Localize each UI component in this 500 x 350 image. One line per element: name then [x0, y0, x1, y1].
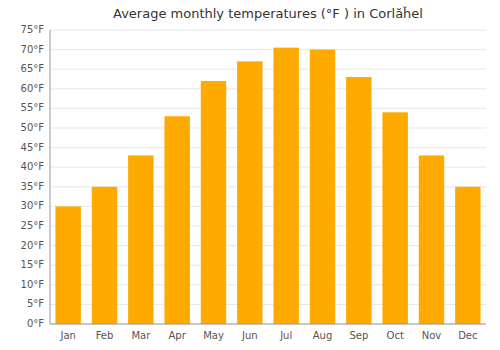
y-tick-label: 45°F: [21, 142, 45, 153]
y-axis-line: [50, 30, 51, 324]
y-tick-label: 15°F: [21, 259, 45, 270]
x-tick-label: Oct: [387, 330, 404, 341]
title: Average monthly temperatures (°F ) in Co…: [113, 6, 423, 21]
page: 0°F 5°F 10°F 15°F 20°F 25°F 30°F 35°F 40°F 45°F 50…: [0, 0, 500, 350]
grid-line: [50, 128, 486, 129]
grid-line: [50, 30, 486, 31]
x-tick-label: Aug: [313, 330, 333, 341]
x-tick-label: Jun: [241, 330, 258, 341]
bar: [237, 61, 262, 324]
bar: [164, 116, 189, 324]
y-tick-label: 30°F: [21, 200, 45, 211]
chart-container: 0°F 5°F 10°F 15°F 20°F 25°F 30°F 35°F 40°F 45°F 50…: [0, 0, 500, 350]
bar: [201, 81, 226, 324]
bar: [55, 206, 80, 324]
x-tick-label: Mar: [131, 330, 151, 341]
y-tick-label: 65°F: [21, 63, 45, 74]
y-tick-label: 60°F: [21, 83, 45, 94]
y-tick-label: 50°F: [21, 122, 45, 133]
bar: [455, 187, 480, 324]
x-axis-line: [50, 324, 486, 325]
x-tick-label: Dec: [458, 330, 477, 341]
y-tick-label: 70°F: [21, 44, 45, 55]
bar: [382, 112, 407, 324]
grid-line: [50, 69, 486, 70]
grid-line: [50, 147, 486, 148]
x-tick-label: Apr: [169, 330, 187, 341]
x-tick-label: Feb: [96, 330, 114, 341]
x-tick-label: Nov: [422, 330, 442, 341]
x-tick-label: May: [203, 330, 224, 341]
x-tick-label: Jul: [279, 330, 292, 341]
y-tick-label: 0°F: [27, 318, 44, 329]
y-tick-label: 40°F: [21, 161, 45, 172]
y-tick-label: 35°F: [21, 181, 45, 192]
x-tick-label: Sep: [349, 330, 368, 341]
bars: [55, 48, 480, 324]
bar: [273, 48, 298, 324]
x-tick-label: Jan: [59, 330, 75, 341]
y-tick-label: 20°F: [21, 240, 45, 251]
grid-line: [50, 88, 486, 89]
y-tick-label: 75°F: [21, 24, 45, 35]
grid-line: [50, 49, 486, 50]
grid-line: [50, 108, 486, 109]
y-tick-label: 25°F: [21, 220, 45, 231]
grid-line: [50, 324, 486, 325]
chart: 0°F 5°F 10°F 15°F 20°F 25°F 30°F 35°F 40°F 45°F 50…: [0, 0, 500, 350]
y-axis: 0°F 5°F 10°F 15°F 20°F 25°F 30°F 35°F 40°F 45°F 50…: [21, 24, 45, 329]
bar: [310, 50, 335, 324]
bar: [92, 187, 117, 324]
grid: [50, 30, 486, 324]
y-tick-label: 5°F: [27, 298, 44, 309]
bar: [128, 155, 153, 324]
y-tick-label: 55°F: [21, 102, 45, 113]
x-axis: Jan Feb Mar Apr May Jun Jul Aug Sep Oct Nov Dec: [59, 330, 477, 341]
bar: [419, 155, 444, 324]
y-tick-label: 10°F: [21, 279, 45, 290]
bar: [346, 77, 371, 324]
